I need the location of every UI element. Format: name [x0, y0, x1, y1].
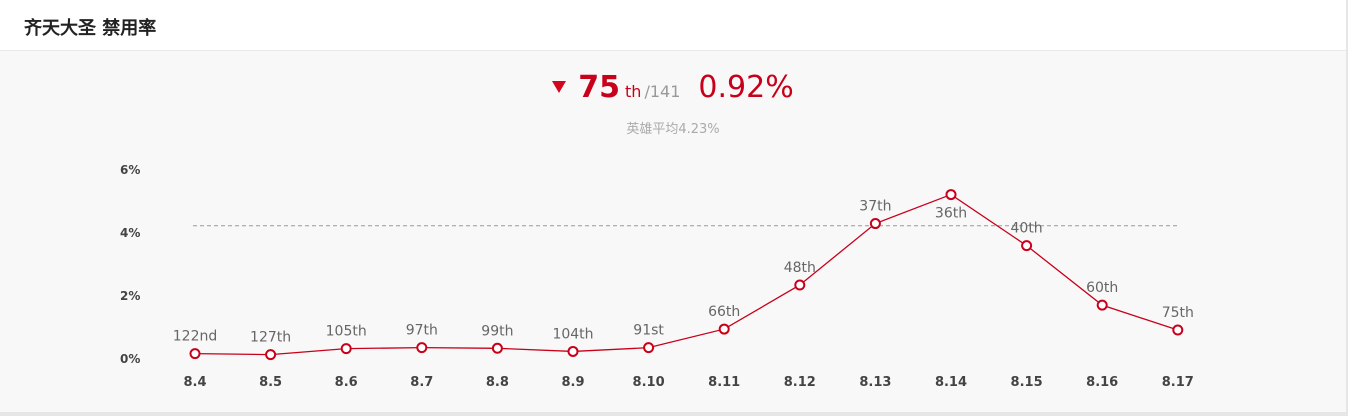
x-tick-label: 8.9 — [561, 375, 584, 390]
data-point — [1021, 240, 1033, 252]
y-tick-label: 0% — [120, 352, 140, 366]
rank-label: 91st — [633, 323, 664, 339]
x-tick-label: 8.10 — [633, 375, 665, 390]
rank-label: 36th — [935, 206, 967, 222]
x-tick-label: 8.4 — [183, 375, 206, 390]
rank-label: 40th — [1011, 221, 1043, 237]
card-title: 齐天大圣 禁用率 — [24, 18, 157, 39]
rank-suffix: th — [625, 82, 642, 101]
rank-label: 127th — [250, 330, 291, 346]
rank-label: 66th — [708, 304, 740, 320]
rank-label: 75th — [1162, 305, 1194, 321]
series-line — [194, 193, 1179, 356]
x-tick-label: 8.16 — [1086, 375, 1118, 390]
x-tick-label: 8.7 — [410, 375, 433, 390]
rank-label: 37th — [859, 199, 891, 215]
y-tick-label: 6% — [120, 163, 140, 177]
data-point — [794, 279, 806, 291]
x-tick-label: 8.15 — [1011, 375, 1043, 390]
y-tick-label: 2% — [120, 289, 140, 303]
data-point — [643, 342, 655, 354]
rank-total: /141 — [644, 82, 681, 101]
data-point — [265, 349, 277, 361]
x-tick-label: 8.14 — [935, 375, 967, 390]
rank-label: 48th — [784, 260, 816, 276]
x-tick-label: 8.17 — [1162, 375, 1194, 390]
rank-label: 99th — [481, 323, 513, 339]
rank-label: 60th — [1086, 280, 1118, 296]
x-tick-label: 8.12 — [784, 375, 816, 390]
rank-label: 104th — [552, 326, 593, 342]
data-point — [1172, 324, 1184, 336]
ban-rate-value: 0.92% — [698, 70, 794, 105]
rank-number: 75 — [578, 70, 621, 105]
rank-label: 122nd — [173, 329, 217, 345]
data-point — [340, 343, 352, 355]
rank-label: 97th — [406, 323, 438, 339]
data-point — [567, 345, 579, 357]
x-tick-label: 8.6 — [335, 375, 358, 390]
card-header: 齐天大圣 禁用率 — [0, 0, 1346, 51]
x-tick-label: 8.8 — [486, 375, 509, 390]
data-point — [945, 189, 957, 201]
data-point — [491, 342, 503, 354]
data-point — [189, 348, 201, 360]
average-rate-text: 英雄平均4.23% — [626, 122, 720, 137]
data-point — [718, 323, 730, 335]
x-tick-label: 8.13 — [859, 375, 891, 390]
data-point — [1096, 299, 1108, 311]
rank-label: 105th — [326, 324, 367, 340]
data-point — [869, 218, 881, 230]
x-tick-label: 8.11 — [708, 375, 740, 390]
data-point — [416, 342, 428, 354]
y-tick-label: 4% — [120, 226, 140, 240]
x-tick-label: 8.5 — [259, 375, 282, 390]
triangle-down-icon — [552, 81, 567, 93]
